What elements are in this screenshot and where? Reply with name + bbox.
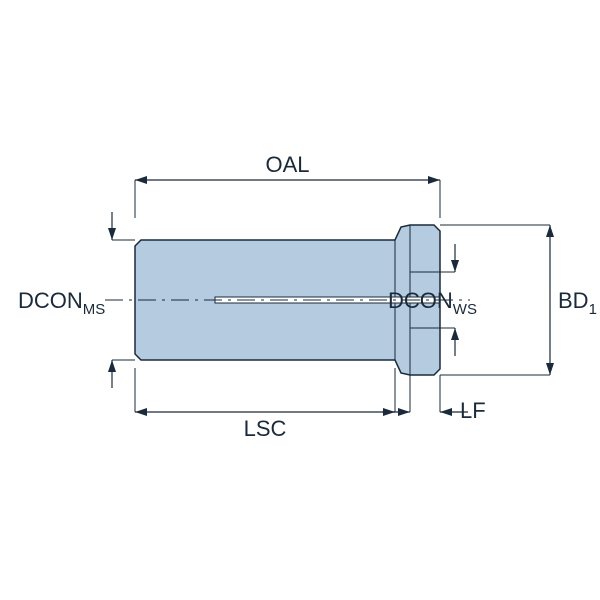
technical-drawing: OALLSCLFDCONMSDCONWSBD1 — [0, 0, 600, 600]
dim-label: LF — [460, 398, 486, 423]
dim-label: LSC — [244, 416, 287, 441]
dim-label: OAL — [265, 152, 309, 177]
dim-label: DCONMS — [18, 288, 105, 318]
dim-label: BD1 — [558, 288, 597, 318]
